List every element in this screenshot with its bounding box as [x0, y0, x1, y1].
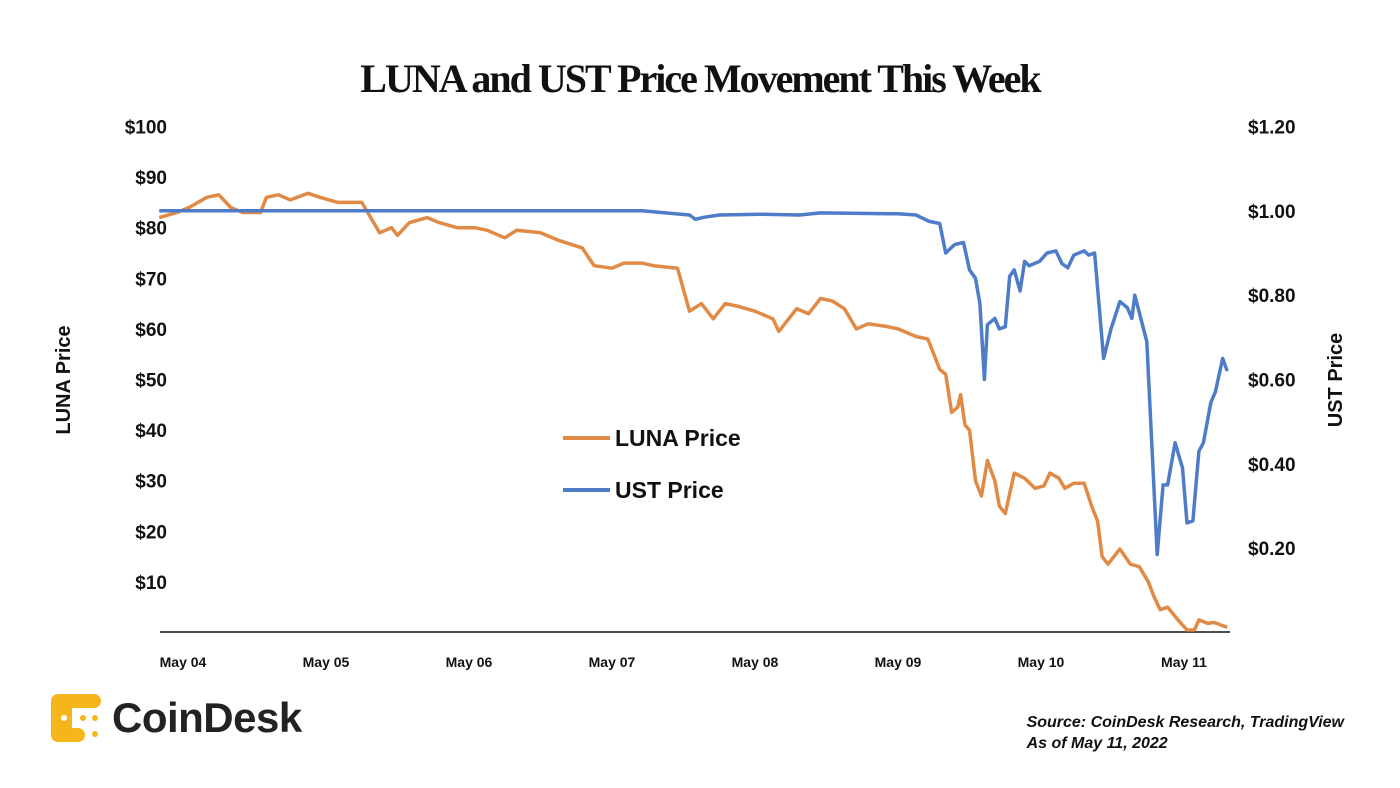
as-of-line: As of May 11, 2022: [1026, 735, 1168, 752]
right-axis-label: UST Price: [1325, 333, 1347, 427]
chart-title: LUNA and UST Price Movement This Week: [360, 56, 1041, 101]
right-tick-label: $1.20: [1248, 118, 1296, 139]
coindesk-mark-icon: [51, 694, 101, 742]
left-axis-ticks: $10 $20 $30 $40 $50 $60 $70 $80 $90 $100: [125, 118, 167, 594]
legend-label-ust-price: UST Price: [615, 477, 724, 503]
x-tick-label: May 07: [589, 654, 636, 670]
left-tick-label: $30: [135, 472, 167, 493]
right-tick-label: $1.00: [1248, 202, 1296, 223]
right-tick-label: $0.60: [1248, 371, 1296, 392]
left-tick-label: $70: [135, 269, 167, 290]
right-axis-ticks: $0.20 $0.40 $0.60 $0.80 $1.00 $1.20: [1248, 118, 1296, 561]
left-tick-label: $20: [135, 522, 167, 543]
ust-price-line: [159, 209, 1229, 557]
left-tick-label: $10: [135, 573, 167, 594]
source-note: Source: CoinDesk Research, TradingView A…: [1027, 712, 1344, 754]
left-tick-label: $80: [135, 219, 167, 240]
coindesk-logo-text: CoinDesk: [112, 694, 302, 741]
left-tick-label: $50: [135, 371, 167, 392]
left-tick-label: $60: [135, 320, 167, 341]
x-tick-label: May 06: [446, 654, 493, 670]
legend: LUNA Price UST Price: [563, 425, 741, 503]
luna-price-line: [158, 191, 1228, 632]
left-tick-label: $100: [125, 118, 167, 139]
x-tick-label: May 09: [875, 654, 922, 670]
coindesk-logo: CoinDesk: [50, 692, 302, 744]
legend-label-luna-price: LUNA Price: [615, 425, 741, 451]
left-axis-label: LUNA Price: [53, 325, 75, 434]
x-axis-ticks: May 04 May 05 May 06 May 07 May 08 May 09 May …: [160, 654, 1208, 670]
x-tick-label: May 04: [160, 654, 207, 670]
left-tick-label: $90: [135, 168, 167, 189]
series-lines: [158, 191, 1229, 632]
left-tick-label: $40: [135, 421, 167, 442]
x-tick-label: May 08: [732, 654, 779, 670]
x-tick-label: May 11: [1161, 654, 1207, 670]
x-tick-label: May 10: [1018, 654, 1065, 670]
right-tick-label: $0.20: [1248, 539, 1296, 560]
right-tick-label: $0.80: [1248, 286, 1296, 307]
x-tick-label: May 05: [303, 654, 350, 670]
source-line: Source: CoinDesk Research, TradingView: [1026, 714, 1344, 731]
right-tick-label: $0.40: [1248, 455, 1296, 476]
